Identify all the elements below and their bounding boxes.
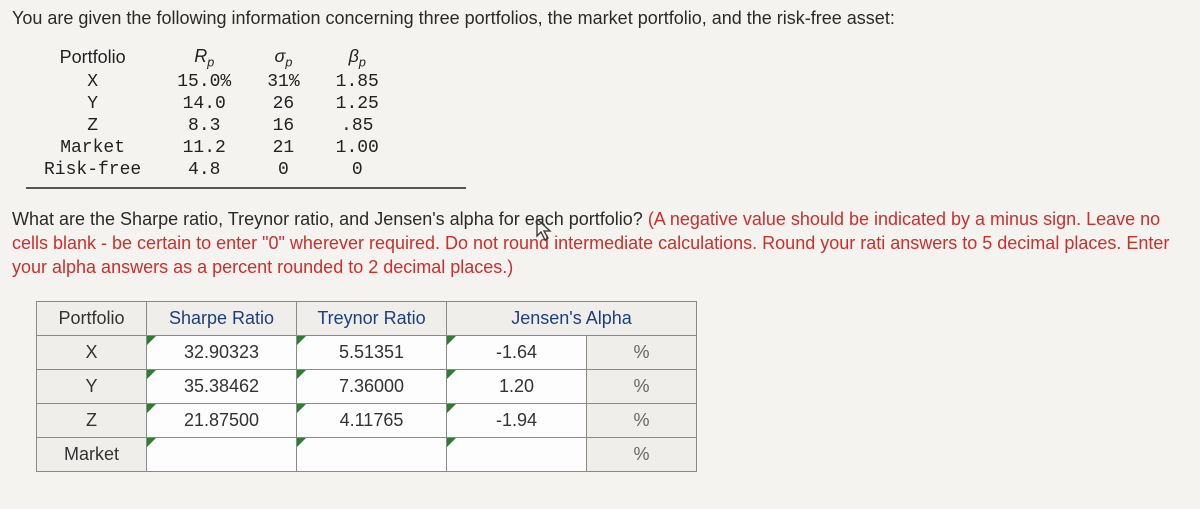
question-text: What are the Sharpe ratio, Treynor ratio… bbox=[0, 189, 1200, 280]
answer-row: Y 35.38462 7.36000 1.20 % bbox=[37, 370, 697, 404]
table-row: Market11.2211.00 bbox=[26, 137, 397, 159]
answer-row: Z 21.87500 4.11765 -1.94 % bbox=[37, 404, 697, 438]
answer-row: Market % bbox=[37, 438, 697, 472]
ans-col-jensen: Jensen's Alpha bbox=[447, 302, 697, 336]
col-sigma: σp bbox=[249, 45, 317, 71]
ans-col-treynor: Treynor Ratio bbox=[297, 302, 447, 336]
table-row: Risk-free4.800 bbox=[26, 159, 397, 181]
sharpe-input[interactable]: 35.38462 bbox=[147, 370, 297, 404]
row-label: Market bbox=[37, 438, 147, 472]
answer-table: Portfolio Sharpe Ratio Treynor Ratio Jen… bbox=[36, 301, 697, 472]
col-return: Rp bbox=[159, 45, 249, 71]
ans-col-portfolio: Portfolio bbox=[37, 302, 147, 336]
table-row: X15.0%31%1.85 bbox=[26, 71, 397, 93]
row-label: Y bbox=[37, 370, 147, 404]
treynor-input[interactable]: 4.11765 bbox=[297, 404, 447, 438]
percent-label: % bbox=[587, 404, 697, 438]
sharpe-input[interactable]: 32.90323 bbox=[147, 336, 297, 370]
percent-label: % bbox=[587, 438, 697, 472]
alpha-input[interactable]: -1.94 bbox=[447, 404, 587, 438]
intro-text: You are given the following information … bbox=[0, 0, 1200, 43]
percent-label: % bbox=[587, 336, 697, 370]
alpha-input[interactable]: 1.20 bbox=[447, 370, 587, 404]
row-label: X bbox=[37, 336, 147, 370]
treynor-input[interactable] bbox=[297, 438, 447, 472]
percent-label: % bbox=[587, 370, 697, 404]
col-beta: βp bbox=[318, 45, 397, 71]
treynor-input[interactable]: 5.51351 bbox=[297, 336, 447, 370]
table-row: Z8.316.85 bbox=[26, 115, 397, 137]
ans-col-sharpe: Sharpe Ratio bbox=[147, 302, 297, 336]
col-portfolio: Portfolio bbox=[26, 45, 159, 71]
row-label: Z bbox=[37, 404, 147, 438]
sharpe-input[interactable]: 21.87500 bbox=[147, 404, 297, 438]
alpha-input[interactable] bbox=[447, 438, 587, 472]
given-data-table: Portfolio Rp σp βp X15.0%31%1.85 Y14.026… bbox=[26, 45, 397, 181]
treynor-input[interactable]: 7.36000 bbox=[297, 370, 447, 404]
table-row: Y14.0261.25 bbox=[26, 93, 397, 115]
sharpe-input[interactable] bbox=[147, 438, 297, 472]
alpha-input[interactable]: -1.64 bbox=[447, 336, 587, 370]
answer-row: X 32.90323 5.51351 -1.64 % bbox=[37, 336, 697, 370]
